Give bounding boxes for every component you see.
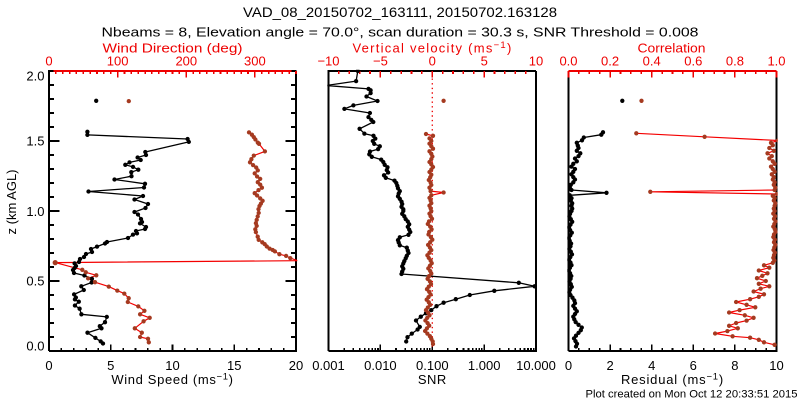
svg-text:0.001: 0.001 [312,358,345,373]
svg-text:20: 20 [289,358,303,373]
svg-text:Plot created on Mon Oct 12 20:: Plot created on Mon Oct 12 20:33:51 2015 [586,389,798,401]
svg-text:Vertical velocity (ms−1): Vertical velocity (ms−1) [352,40,512,56]
svg-text:0: 0 [565,358,572,373]
svg-text:0.100: 0.100 [416,358,449,373]
svg-text:VAD_08_20150702_163111, 201507: VAD_08_20150702_163111, 20150702.163128 [243,4,557,20]
svg-text:1.0: 1.0 [767,54,785,69]
svg-text:6: 6 [690,358,697,373]
svg-text:0.5: 0.5 [26,274,44,289]
svg-text:−5: −5 [373,54,388,69]
svg-text:2: 2 [606,358,613,373]
svg-text:10: 10 [529,54,543,69]
svg-text:10.000: 10.000 [516,358,556,373]
svg-text:5: 5 [481,54,488,69]
svg-text:300: 300 [244,54,266,69]
svg-text:Wind Direction (deg): Wind Direction (deg) [103,40,243,55]
svg-text:0.8: 0.8 [726,54,744,69]
svg-text:10: 10 [165,358,179,373]
svg-text:0.2: 0.2 [601,54,619,69]
svg-text:0.6: 0.6 [684,54,702,69]
svg-text:1.5: 1.5 [26,134,44,149]
svg-text:0.010: 0.010 [364,358,397,373]
svg-text:0: 0 [429,54,436,69]
svg-text:8: 8 [731,358,738,373]
svg-text:−10: −10 [317,54,339,69]
svg-text:Correlation: Correlation [638,40,706,55]
svg-text:200: 200 [175,54,197,69]
svg-text:10: 10 [769,358,783,373]
svg-text:0.0: 0.0 [26,339,44,354]
svg-text:2.0: 2.0 [26,69,44,84]
svg-text:4: 4 [648,358,655,373]
svg-text:5: 5 [107,358,114,373]
svg-text:1.0: 1.0 [26,204,44,219]
svg-text:0: 0 [45,54,52,69]
svg-text:0.0: 0.0 [559,54,577,69]
svg-text:15: 15 [227,358,241,373]
svg-text:Nbeams = 8, Elevation angle =: Nbeams = 8, Elevation angle = 70.0°, sca… [102,25,699,40]
svg-text:0.4: 0.4 [643,54,661,69]
svg-text:z (km AGL): z (km AGL) [4,169,19,234]
svg-text:SNR: SNR [418,372,447,387]
svg-text:Residual (ms−1): Residual (ms−1) [621,372,724,388]
svg-text:1.000: 1.000 [468,358,501,373]
svg-text:100: 100 [107,54,129,69]
svg-text:Wind Speed (ms−1): Wind Speed (ms−1) [111,372,233,388]
svg-text:0: 0 [45,358,52,373]
